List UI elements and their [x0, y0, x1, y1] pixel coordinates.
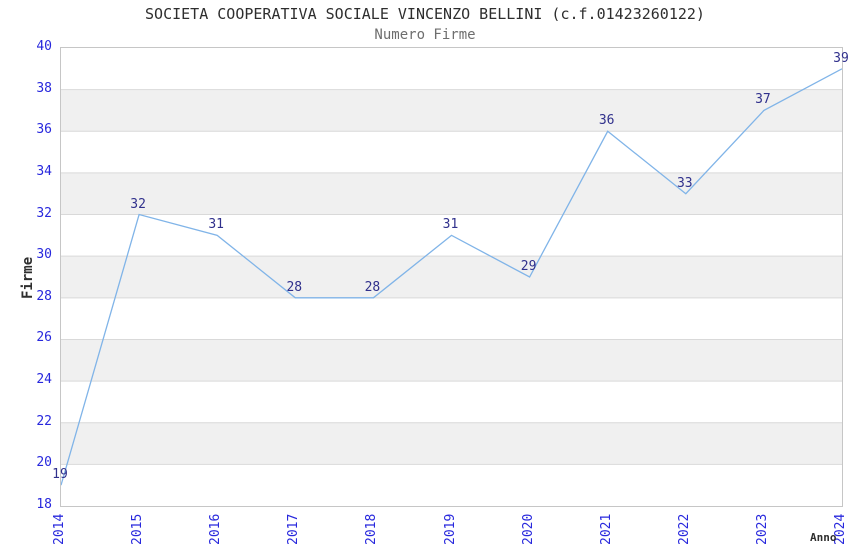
y-tick-label: 20 — [36, 455, 52, 471]
point-value-label: 36 — [598, 113, 615, 129]
x-tick-label: 2017 — [286, 513, 302, 545]
point-value-label: 19 — [52, 467, 68, 483]
x-tick-label: 2023 — [754, 513, 770, 545]
y-tick-label: 30 — [36, 247, 52, 263]
y-tick-label: 32 — [36, 205, 52, 221]
band-stripe — [61, 89, 842, 132]
plot-area — [60, 47, 843, 507]
point-value-label: 28 — [364, 279, 381, 295]
band-stripe — [61, 422, 842, 465]
band-stripe — [61, 172, 842, 215]
x-tick-label: 2015 — [130, 513, 146, 545]
y-tick-label: 36 — [36, 122, 52, 138]
band-stripe — [61, 339, 842, 382]
y-tick-label: 26 — [36, 330, 52, 346]
point-value-label: 31 — [442, 217, 459, 233]
y-tick-label: 18 — [36, 497, 52, 512]
x-axis-label: Anno — [810, 531, 837, 544]
y-tick-label: 34 — [36, 163, 52, 179]
chart-subtitle: Numero Firme — [374, 27, 476, 43]
point-value-label: 32 — [130, 196, 146, 212]
x-tick-label: 2014 — [52, 513, 67, 545]
y-tick-label: 38 — [36, 80, 52, 96]
data-line — [61, 68, 842, 486]
point-value-label: 39 — [833, 50, 849, 66]
y-tick-label: 22 — [36, 413, 52, 429]
x-tick-label: 2016 — [208, 513, 224, 545]
point-value-label: 31 — [208, 217, 225, 233]
x-tick-label: 2019 — [442, 513, 458, 545]
point-value-label: 28 — [286, 279, 303, 295]
point-value-label: 29 — [520, 259, 537, 274]
line-chart-svg — [61, 68, 842, 486]
point-value-label: 37 — [755, 92, 771, 108]
y-tick-label: 28 — [36, 288, 52, 304]
x-tick-label: 2022 — [676, 513, 692, 545]
point-value-label: 33 — [676, 175, 693, 191]
chart-title: SOCIETA COOPERATIVA SOCIALE VINCENZO BEL… — [145, 5, 705, 23]
y-tick-label: 40 — [36, 39, 52, 54]
band-stripe — [61, 256, 842, 298]
x-tick-label: 2021 — [598, 513, 614, 545]
x-tick-label: 2020 — [520, 513, 536, 545]
y-tick-label: 24 — [36, 372, 52, 388]
x-tick-label: 2018 — [364, 513, 380, 545]
